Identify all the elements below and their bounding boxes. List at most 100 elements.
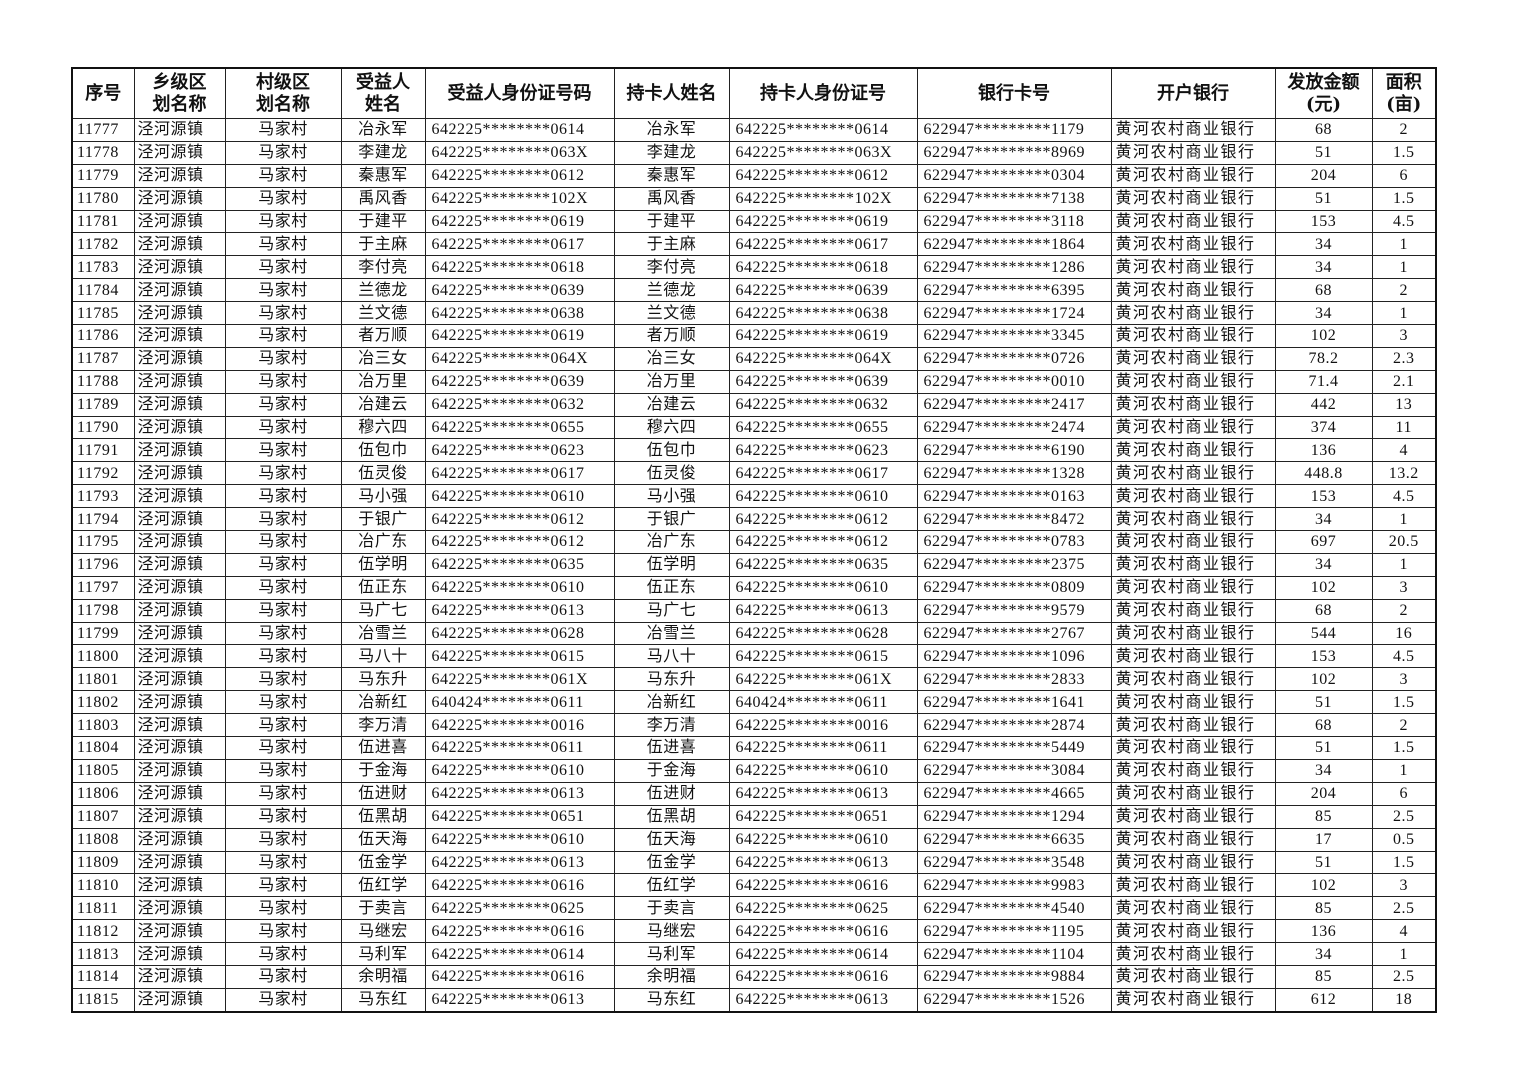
cell-village: 马家村 — [224, 667, 342, 692]
cell-bank: 黄河农村商业银行 — [1110, 713, 1276, 738]
cell-beneficiary-name: 李万清 — [340, 713, 426, 738]
cell-amount: 68 — [1274, 118, 1373, 142]
cell-town: 泾河源镇 — [133, 255, 226, 280]
cell-cardholder-id: 642225********0639 — [728, 278, 918, 303]
cell-cardholder-name: 马八十 — [613, 644, 730, 669]
cell-beneficiary-name: 马东升 — [340, 667, 426, 692]
cell-town: 泾河源镇 — [133, 507, 226, 532]
cell-beneficiary-id: 642225********0610 — [424, 758, 615, 783]
cell-beneficiary-name: 冶雪兰 — [340, 621, 426, 646]
cell-amount: 85 — [1274, 964, 1373, 989]
cell-village: 马家村 — [224, 964, 342, 989]
cell-serial-no: 11808 — [71, 827, 135, 852]
table-row: 11796 泾河源镇 马家村 伍学明 642225********0635 伍学明 6422… — [71, 552, 1437, 577]
cell-beneficiary-name: 秦惠军 — [340, 163, 426, 188]
cell-cardholder-id: 642225********0611 — [728, 736, 918, 760]
cell-town: 泾河源镇 — [133, 552, 226, 577]
cell-beneficiary-id: 642225********0614 — [424, 118, 615, 142]
cell-village: 马家村 — [224, 804, 342, 829]
cell-village: 马家村 — [224, 713, 342, 738]
cell-amount: 102 — [1274, 575, 1373, 600]
cell-cardholder-id: 642225********0614 — [728, 942, 918, 966]
header-bank-card-no: 银行卡号 — [916, 67, 1112, 119]
cell-bank-card-no: 622947*********1328 — [916, 461, 1112, 486]
cell-serial-no: 11801 — [71, 667, 135, 692]
table-body: 11777 泾河源镇 马家村 冶永军 642225********0614 冶永军 6422… — [71, 118, 1437, 1013]
cell-bank-card-no: 622947*********1526 — [916, 987, 1112, 1013]
table-row: 11778 泾河源镇 马家村 李建龙 642225********063X 李建龙 6422… — [71, 140, 1437, 165]
cell-bank: 黄河农村商业银行 — [1110, 278, 1276, 303]
cell-area: 1 — [1371, 942, 1437, 966]
cell-beneficiary-id: 642225********0616 — [424, 919, 615, 944]
cell-area: 1 — [1371, 758, 1437, 783]
cell-area: 1 — [1371, 232, 1437, 257]
cell-area: 2.3 — [1371, 346, 1437, 371]
cell-village: 马家村 — [224, 186, 342, 211]
cell-serial-no: 11793 — [71, 484, 135, 509]
cell-cardholder-id: 642225********0612 — [728, 163, 918, 188]
cell-amount: 51 — [1274, 690, 1373, 715]
cell-beneficiary-id: 642225********0635 — [424, 552, 615, 577]
cell-beneficiary-name: 马小强 — [340, 484, 426, 509]
cell-area: 2 — [1371, 598, 1437, 623]
cell-cardholder-id: 642225********0610 — [728, 575, 918, 600]
cell-serial-no: 11804 — [71, 736, 135, 760]
cell-area: 13.2 — [1371, 461, 1437, 486]
cell-cardholder-name: 冶雪兰 — [613, 621, 730, 646]
table-row: 11808 泾河源镇 马家村 伍天海 642225********0610 伍天海 6422… — [71, 827, 1437, 852]
cell-serial-no: 11797 — [71, 575, 135, 600]
cell-amount: 34 — [1274, 758, 1373, 783]
cell-bank-card-no: 622947*********0304 — [916, 163, 1112, 188]
table-row: 11811 泾河源镇 马家村 于卖言 642225********0625 于卖言 6422… — [71, 896, 1437, 921]
cell-bank: 黄河农村商业银行 — [1110, 690, 1276, 715]
cell-bank: 黄河农村商业银行 — [1110, 118, 1276, 142]
cell-amount: 34 — [1274, 255, 1373, 280]
cell-area: 20.5 — [1371, 530, 1437, 554]
table-row: 11795 泾河源镇 马家村 冶广东 642225********0612 冶广东 6422… — [71, 530, 1437, 554]
cell-serial-no: 11812 — [71, 919, 135, 944]
cell-cardholder-id: 642225********0635 — [728, 552, 918, 577]
cell-area: 3 — [1371, 575, 1437, 600]
cell-bank: 黄河农村商业银行 — [1110, 392, 1276, 417]
cell-cardholder-id: 642225********0616 — [728, 919, 918, 944]
cell-bank-card-no: 622947*********2474 — [916, 415, 1112, 440]
table-row: 11812 泾河源镇 马家村 马继宏 642225********0616 马继宏 6422… — [71, 919, 1437, 944]
cell-bank: 黄河农村商业银行 — [1110, 438, 1276, 463]
table-row: 11798 泾河源镇 马家村 马广七 642225********0613 马广七 6422… — [71, 598, 1437, 623]
cell-area: 6 — [1371, 163, 1437, 188]
cell-serial-no: 11792 — [71, 461, 135, 486]
cell-cardholder-id: 642225********0618 — [728, 255, 918, 280]
cell-town: 泾河源镇 — [133, 781, 226, 806]
cell-bank-card-no: 622947*********0726 — [916, 346, 1112, 371]
cell-beneficiary-name: 禹风香 — [340, 186, 426, 211]
cell-beneficiary-id: 642225********0610 — [424, 575, 615, 600]
cell-village: 马家村 — [224, 324, 342, 348]
cell-amount: 34 — [1274, 301, 1373, 326]
cell-village: 马家村 — [224, 736, 342, 760]
cell-beneficiary-name: 伍天海 — [340, 827, 426, 852]
cell-beneficiary-name: 马八十 — [340, 644, 426, 669]
cell-area: 1 — [1371, 552, 1437, 577]
cell-serial-no: 11784 — [71, 278, 135, 303]
cell-cardholder-id: 642225********0632 — [728, 392, 918, 417]
cell-village: 马家村 — [224, 827, 342, 852]
header-area: 面积 (亩) — [1371, 67, 1437, 119]
cell-bank-card-no: 622947*********8969 — [916, 140, 1112, 165]
cell-village: 马家村 — [224, 919, 342, 944]
cell-cardholder-name: 穆六四 — [613, 415, 730, 440]
cell-area: 2.5 — [1371, 804, 1437, 829]
table-row: 11807 泾河源镇 马家村 伍黑胡 642225********0651 伍黑胡 6422… — [71, 804, 1437, 829]
cell-cardholder-name: 于银广 — [613, 507, 730, 532]
cell-bank: 黄河农村商业银行 — [1110, 987, 1276, 1013]
cell-beneficiary-name: 伍黑胡 — [340, 804, 426, 829]
cell-amount: 612 — [1274, 987, 1373, 1013]
header-amount: 发放金额 (元) — [1274, 67, 1373, 119]
cell-serial-no: 11789 — [71, 392, 135, 417]
cell-cardholder-id: 642225********0612 — [728, 530, 918, 554]
cell-bank-card-no: 622947*********7138 — [916, 186, 1112, 211]
cell-town: 泾河源镇 — [133, 163, 226, 188]
cell-area: 3 — [1371, 873, 1437, 898]
cell-town: 泾河源镇 — [133, 140, 226, 165]
cell-beneficiary-id: 642225********0617 — [424, 232, 615, 257]
cell-cardholder-name: 冶新红 — [613, 690, 730, 715]
